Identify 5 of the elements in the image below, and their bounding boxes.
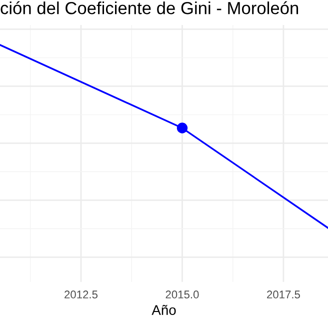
chart-title: ción del Coeficiente de Gini - Moroleón <box>0 1 298 14</box>
x-tick-label: 2012.5 <box>64 290 98 298</box>
x-tick-label: 2017.5 <box>267 290 300 298</box>
x-axis-title: Año <box>152 304 176 315</box>
x-tick-label: 2015.0 <box>166 290 199 298</box>
